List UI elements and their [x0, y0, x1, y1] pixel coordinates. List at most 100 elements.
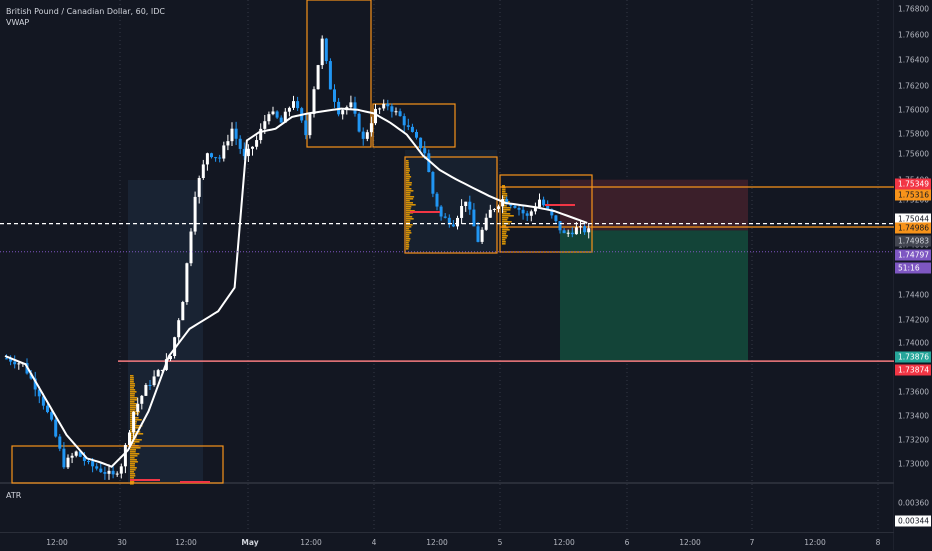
candle-body — [521, 209, 525, 214]
candle-body — [132, 411, 136, 433]
candle-body — [398, 111, 402, 117]
candle-body — [320, 38, 324, 66]
volume-profile-bar — [130, 399, 137, 401]
volume-profile-bar — [130, 463, 135, 465]
volume-profile-bar — [502, 237, 507, 239]
candle-body — [33, 378, 37, 390]
volume-profile-bar — [502, 195, 508, 197]
symbol-title[interactable]: British Pound / Canadian Dollar, 60, IDC — [6, 7, 165, 16]
volume-profile-bar — [406, 226, 412, 228]
candle-body — [17, 363, 21, 365]
volume-profile-bar — [406, 166, 409, 168]
take-profit-zone — [560, 230, 748, 362]
candle-body — [451, 224, 455, 227]
candle-body — [550, 209, 554, 216]
price-badge: 1.73874 — [895, 364, 931, 376]
candle-body — [333, 89, 336, 102]
volume-profile-bar — [406, 168, 410, 170]
candle-body — [476, 226, 480, 242]
volume-profile-bar — [406, 188, 412, 190]
volume-profile-bar — [130, 453, 140, 455]
volume-profile-bar — [130, 391, 137, 393]
volume-profile-bar — [406, 216, 413, 218]
candle-body — [37, 389, 41, 397]
candle-body — [246, 148, 250, 157]
candle-body — [160, 369, 164, 371]
candle-body — [275, 111, 279, 118]
candle-body — [29, 373, 33, 379]
volume-profile-bar — [406, 232, 412, 234]
volume-profile-bar — [406, 210, 415, 212]
candle-body — [509, 204, 513, 206]
candle-body — [82, 456, 86, 462]
candle-body — [189, 231, 193, 264]
candle-body — [238, 138, 242, 149]
volume-profile-bar — [130, 397, 138, 399]
volume-profile-bar — [502, 207, 512, 209]
candle-body — [279, 117, 283, 123]
price-tick-label: 1.76200 — [898, 81, 930, 91]
atr-indicator-label[interactable]: ATR — [6, 491, 22, 500]
candle-body — [464, 201, 468, 206]
candle-body — [365, 132, 369, 139]
volume-profile-bar — [502, 209, 511, 211]
candle-body — [41, 396, 45, 406]
chart-legend: British Pound / Canadian Dollar, 60, IDC… — [6, 6, 165, 28]
volume-profile-bar — [406, 206, 412, 208]
volume-profile-bar — [406, 238, 411, 240]
candle-body — [74, 451, 78, 456]
candle-body — [579, 226, 582, 228]
candle-body — [255, 140, 259, 147]
candle-body — [287, 107, 291, 112]
volume-profile-bar — [406, 162, 409, 164]
candle-body — [197, 178, 201, 197]
candle-body — [119, 466, 123, 474]
volume-profile-bar — [130, 407, 136, 409]
time-tick-label: 12:00 — [426, 538, 448, 547]
volume-profile-bar — [406, 202, 413, 204]
volume-profile-bar — [502, 215, 514, 217]
candle-body — [271, 111, 275, 115]
candle-body — [369, 123, 373, 133]
volume-profile-bar — [406, 174, 410, 176]
volume-profile-bar — [130, 379, 134, 381]
candle-body — [468, 201, 472, 210]
candle-body — [242, 148, 246, 157]
volume-profile-bar — [130, 451, 136, 453]
volume-profile-bar — [406, 186, 410, 188]
time-axis[interactable]: 12:00 30 12:00 May 12:00 4 12:00 5 12:00 6 12:00 7 1… — [0, 532, 894, 551]
candle-body — [193, 196, 197, 232]
candle-body — [304, 120, 308, 136]
price-badge: 1.73876 — [895, 351, 931, 363]
candle-body — [296, 101, 300, 109]
volume-profile-bar — [502, 231, 507, 233]
price-tick-label: 1.75600 — [898, 149, 930, 159]
volume-profile-bar — [502, 219, 508, 221]
volume-profile-bar — [406, 194, 411, 196]
volume-profile-bar — [502, 211, 507, 213]
volume-profile-bar — [130, 431, 141, 433]
price-tick-label: 1.76400 — [898, 55, 930, 65]
candle-body — [210, 153, 213, 158]
price-tick-label: 1.76600 — [898, 30, 930, 40]
candle-body — [554, 215, 558, 222]
volume-profile-bar — [130, 471, 135, 473]
candle-body — [353, 102, 357, 114]
candle-body — [431, 172, 435, 194]
vwap-indicator-label[interactable]: VWAP — [6, 18, 30, 27]
volume-profile-bar — [406, 220, 411, 222]
price-scale[interactable]: 1.76800 1.76600 1.76400 1.76200 1.76000 1.758… — [894, 0, 932, 550]
candle-body — [66, 457, 70, 468]
price-badge: 1.74983 — [895, 235, 931, 247]
candle-body — [513, 205, 517, 208]
candle-body — [410, 126, 414, 132]
time-tick-label: 5 — [497, 538, 503, 547]
price-badge: 1.75349 — [895, 178, 931, 190]
volume-profile-bar — [130, 405, 140, 407]
candle-body — [361, 131, 365, 139]
volume-profile-bar — [502, 221, 512, 223]
candle-body — [107, 470, 111, 474]
volume-profile-bar — [406, 224, 413, 226]
price-tick-label: 1.73000 — [898, 459, 930, 469]
